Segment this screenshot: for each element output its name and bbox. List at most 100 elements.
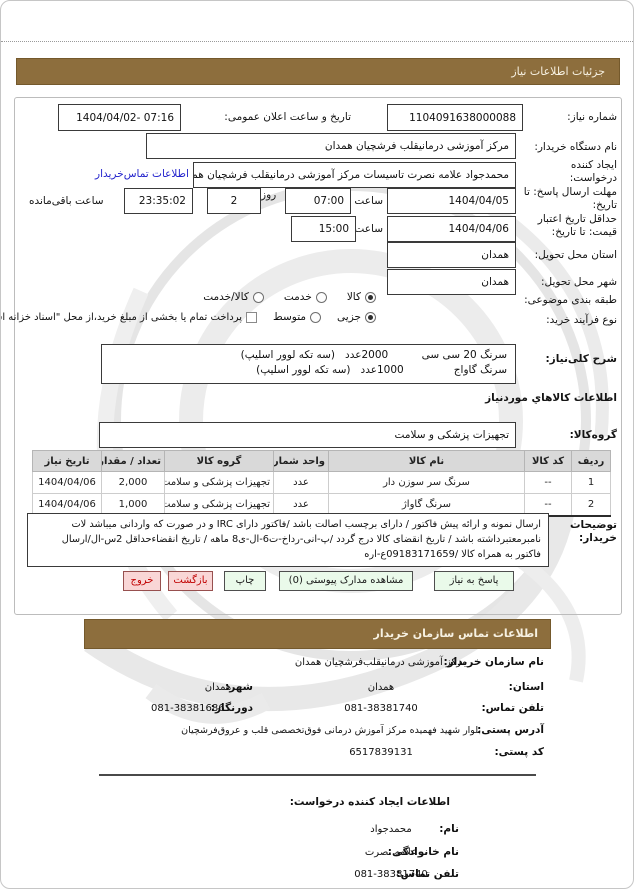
- radio-icon[interactable]: [252, 291, 264, 303]
- buyer-notes-field[interactable]: ارسال نمونه و ارائه پیش فاکتور / دارای ب…: [27, 513, 549, 567]
- deadline-day-label: روز: [261, 189, 277, 201]
- radio-option-medium[interactable]: متوسط: [273, 311, 322, 323]
- delivery-city-field[interactable]: همدان: [387, 269, 516, 295]
- announce-datetime-field[interactable]: 1404/04/02- 07:16: [58, 104, 181, 131]
- need-number-field[interactable]: 1104091638000088: [387, 104, 523, 131]
- radio-option-goods-service[interactable]: کالا/خدمت: [203, 291, 264, 303]
- col-row-number: ردیف: [571, 450, 611, 472]
- buyer-contact-link[interactable]: اطلاعات تماس‌خریدار: [95, 168, 189, 180]
- delivery-city-value: همدان: [481, 276, 509, 288]
- cell-unit: عدد: [273, 471, 329, 494]
- col-need-date: تاریخ نیاز: [32, 450, 102, 472]
- subject-class-radio-group: کالا خدمت کالا/خدمت: [203, 291, 376, 303]
- cell-row-number: 2: [571, 493, 611, 517]
- top-divider: [1, 41, 633, 42]
- price-validity-label: حداقل تاریخ اعتبار قیمت: تا تاریخ:: [537, 213, 617, 238]
- delivery-city-label: شهر محل تحویل:: [541, 276, 617, 288]
- buyer-org-label: نام دستگاه خریدار:: [534, 141, 617, 153]
- section-header-details: جزئیات اطلاعات نیاز: [16, 58, 620, 85]
- buyer-notes-text: ارسال نمونه و ارائه پیش فاکتور / دارای ب…: [61, 519, 541, 560]
- deadline-date-value: 1404/04/05: [448, 195, 509, 207]
- creator-name-value: محمدجواد: [370, 824, 412, 835]
- price-validity-date-field[interactable]: 1404/04/06: [387, 216, 516, 242]
- postal-address-label: آدرس پستی:: [477, 724, 544, 736]
- postal-code-value: 6517839131: [349, 747, 413, 758]
- print-button[interactable]: چاپ: [224, 571, 266, 591]
- deadline-days-field[interactable]: 2: [207, 188, 261, 214]
- postal-address-value: بلوار شهید فهمیده مرکز آموزش درمانی فوق‌…: [181, 725, 481, 736]
- items-table: ردیف کد کالا نام کالا واحد شمارش گروه کا…: [32, 450, 611, 517]
- buyer-notes-label: توضیحات خریدار:: [569, 519, 617, 544]
- col-item-name: نام کالا: [328, 450, 525, 472]
- remaining-time-value: 23:35:02: [138, 195, 186, 207]
- postal-code-label: کد پستی:: [494, 746, 544, 758]
- cell-need-date: 1404/04/06: [32, 471, 102, 494]
- exit-button[interactable]: خروج: [123, 571, 161, 591]
- radio-option-label: متوسط: [273, 311, 307, 323]
- announce-datetime-value: 1404/04/02- 07:16: [76, 111, 174, 124]
- creator-field[interactable]: محمدجواد علامه نصرت تاسیسات مرکز آموزشی …: [193, 162, 516, 188]
- radio-option-minor[interactable]: جزیی: [337, 311, 376, 323]
- radio-selected-icon[interactable]: [365, 291, 376, 303]
- cell-quantity: 2,000: [101, 471, 165, 494]
- remaining-time-field[interactable]: 23:35:02: [124, 188, 193, 214]
- back-button[interactable]: بازگشت: [168, 571, 213, 591]
- col-item-code: کد کالا: [524, 450, 572, 472]
- price-validity-hour-field[interactable]: 15:00: [291, 216, 356, 242]
- province-label: استان:: [508, 681, 544, 693]
- radio-option-label: کالا: [346, 291, 361, 303]
- item-group-field[interactable]: تجهیزات پزشکی و سلامت: [99, 422, 516, 448]
- col-unit: واحد شمارش: [273, 450, 329, 472]
- radio-icon[interactable]: [310, 311, 322, 323]
- checkbox-icon[interactable]: [246, 311, 258, 323]
- deadline-hour-value: 07:00: [313, 195, 344, 207]
- phone-value: 081-38381740: [344, 703, 418, 714]
- table-row: 2 -- سرنگ گاواژ عدد تجهیزات پزشکی و سلام…: [32, 493, 611, 517]
- cell-row-number: 1: [571, 471, 611, 494]
- item-group-value: تجهیزات پزشکی و سلامت: [394, 429, 509, 441]
- deadline-label: مهلت ارسال پاسخ: تا تاریخ:: [523, 186, 617, 211]
- radio-option-label: جزیی: [337, 311, 361, 323]
- fax-value: 081-38381686: [151, 703, 225, 714]
- announce-datetime-label: تاریخ و ساعت اعلان عمومی:: [224, 111, 351, 123]
- section-divider: [99, 774, 536, 776]
- section-header-contact: اطلاعات تماس سازمان خریدار: [84, 619, 551, 649]
- process-type-label: نوع فرآیند خرید:: [546, 314, 617, 326]
- deadline-days-value: 2: [230, 195, 238, 207]
- buyer-org-value: مرکز آموزشی درمانیقلب فرشچیان همدان: [324, 140, 509, 152]
- creator-value: محمدجواد علامه نصرت تاسیسات مرکز آموزشی …: [193, 169, 509, 181]
- cell-need-date: 1404/04/06: [32, 493, 102, 517]
- need-desc-label: شرح کلی‌نیاز:: [545, 353, 617, 365]
- cell-item-group: تجهیزات پزشکی و سلامت: [164, 471, 274, 494]
- treasury-docs-checkbox-option[interactable]: پرداخت تمام یا بخشی از مبلغ خرید،از محل …: [1, 311, 258, 323]
- price-validity-date-value: 1404/04/06: [448, 223, 509, 235]
- delivery-province-field[interactable]: همدان: [387, 242, 516, 268]
- respond-to-need-button[interactable]: پاسخ به نیاز: [434, 571, 514, 591]
- items-section-header: اطلاعات کالاهاي موردنياز: [485, 392, 617, 404]
- buyer-org-field[interactable]: مرکز آموزشی درمانیقلب فرشچیان همدان: [146, 133, 516, 159]
- org-name-value: مرکز آموزشی درمانیقلب‌فرشچیان همدان: [294, 657, 468, 668]
- creator-family-value: علامه نصرت: [364, 847, 418, 858]
- need-desc-line: سرنگ 20 سی سی 2000عدد (سه تکه لوور اسلیپ…: [240, 349, 507, 361]
- need-desc-line: سرنگ گاواج 1000عدد (سه تکه لوور اسلیپ): [256, 364, 507, 376]
- deadline-hour-field[interactable]: 07:00: [285, 188, 351, 214]
- creator-name-label: نام:: [439, 823, 459, 835]
- price-validity-hour-label: ساعت: [354, 223, 383, 235]
- deadline-date-field[interactable]: 1404/04/05: [387, 188, 516, 214]
- radio-selected-icon[interactable]: [365, 311, 376, 323]
- delivery-province-label: استان محل تحویل:: [534, 249, 617, 261]
- fax-label: دورنگار:: [210, 702, 253, 714]
- radio-option-goods[interactable]: کالا: [347, 291, 376, 303]
- need-desc-field[interactable]: سرنگ 20 سی سی 2000عدد (سه تکه لوور اسلیپ…: [101, 344, 516, 384]
- remaining-time-label: ساعت باقی‌مانده: [29, 195, 104, 207]
- view-attachments-button[interactable]: مشاهده مدارک پیوستی (0): [279, 571, 413, 591]
- creator-family-label: نام خانوادگی:: [387, 846, 459, 858]
- price-validity-hour-value: 15:00: [318, 223, 349, 235]
- radio-option-label: کالا/خدمت: [203, 291, 249, 303]
- province-value: همدان: [367, 682, 395, 693]
- creator-label: ایجاد کننده درخواست:: [569, 159, 617, 184]
- cell-item-code: --: [524, 471, 572, 494]
- org-name-label: نام سازمان خریدار:: [443, 656, 544, 668]
- radio-option-service[interactable]: خدمت: [284, 291, 327, 303]
- radio-icon[interactable]: [315, 291, 327, 303]
